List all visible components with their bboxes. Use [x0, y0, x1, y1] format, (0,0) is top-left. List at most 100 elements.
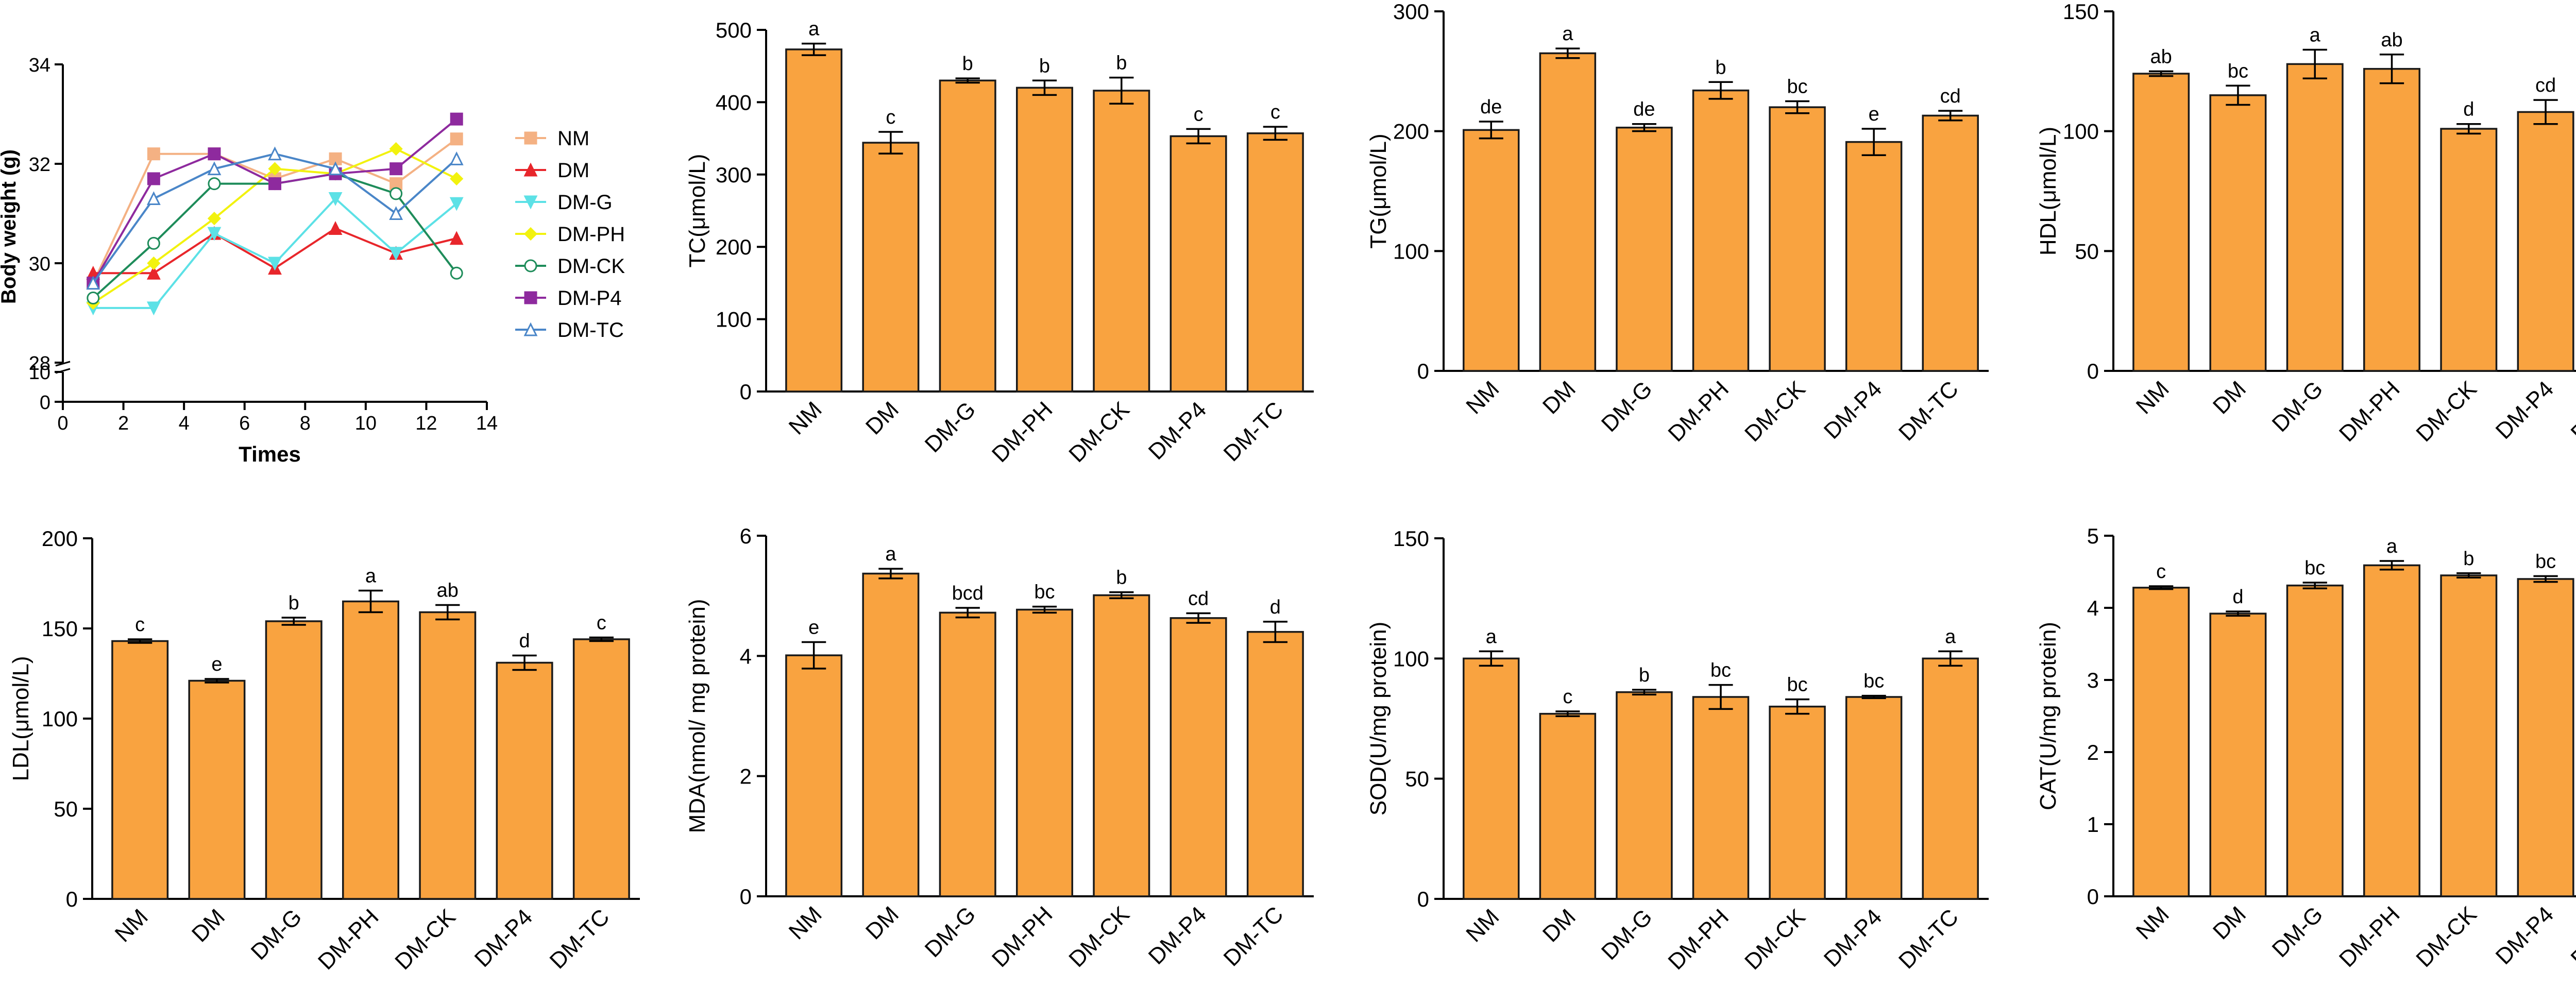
data-point	[449, 197, 464, 211]
legend-entry: DM-TC	[515, 319, 624, 342]
y-tick-label: 200	[716, 235, 752, 259]
y-tick-label: 300	[716, 163, 752, 187]
bar	[2440, 574, 2498, 897]
bar	[785, 654, 843, 897]
x-tick-label: DM	[1538, 904, 1581, 947]
y-tick-label: 50	[2075, 239, 2099, 263]
significance-label: de	[1480, 96, 1502, 118]
data-point	[523, 195, 538, 210]
chart-bodyweight: 28 30 32 34 0 10 0 2 4 6 8 10 12 14 Times Body weight (…	[0, 55, 625, 466]
x-tick-label: DM-TC	[1894, 904, 1963, 974]
y-tick-label: 150	[2063, 0, 2099, 24]
y-tick-label: 100	[42, 707, 78, 731]
data-point	[146, 191, 161, 206]
legend-entry: DM-PH	[515, 223, 625, 246]
data-point	[523, 227, 538, 241]
legend-entry: DM-CK	[515, 255, 625, 278]
series-dm-ph	[86, 142, 464, 310]
bar	[2209, 612, 2267, 897]
significance-label: b	[1715, 57, 1726, 78]
y-axis-title: SOD(U/mg protein)	[1366, 622, 1391, 816]
significance-label: c	[886, 107, 895, 128]
bar	[1616, 691, 1673, 900]
y-tick-label: 100	[716, 308, 752, 332]
significance-label: a	[2310, 24, 2321, 46]
bar	[2209, 94, 2267, 372]
x-tick-label: DM-TC	[2566, 901, 2576, 971]
bar	[1692, 696, 1750, 900]
legend-label: DM-P4	[557, 287, 621, 310]
x-tick-label: DM-G	[1597, 904, 1657, 965]
significance-label: bc	[1710, 660, 1731, 682]
bar	[939, 611, 996, 897]
bar	[1769, 106, 1826, 372]
x-tick-label: DM-PH	[1663, 376, 1734, 447]
bar	[1246, 631, 1304, 897]
significance-label: d	[2232, 586, 2243, 608]
y-tick-label: 0	[2087, 359, 2099, 383]
significance-label: c	[1563, 686, 1572, 708]
significance-label: c	[1194, 104, 1204, 125]
legend-entry: DM-P4	[515, 287, 621, 310]
x-tick-label: DM-TC	[2566, 376, 2576, 446]
bar	[2517, 111, 2574, 372]
data-point	[524, 259, 537, 272]
legend-entry: DM-G	[515, 191, 613, 214]
data-point	[450, 172, 464, 186]
bar	[2363, 564, 2420, 897]
y-tick-label: 3	[2087, 668, 2099, 692]
y-tick-label: 200	[1393, 120, 1429, 144]
x-tick-label: DM	[861, 901, 904, 944]
x-tick-label: NM	[784, 901, 827, 944]
significance-label: d	[519, 631, 530, 652]
bar	[419, 611, 477, 900]
bar	[2286, 584, 2344, 897]
significance-label: b	[289, 592, 299, 614]
data-point	[524, 131, 537, 145]
x-tick-label: 10	[355, 413, 377, 434]
significance-label: b	[962, 53, 973, 75]
y-axis-title: LDL(μmol/L)	[8, 656, 33, 781]
bar	[1463, 129, 1520, 372]
bar	[1845, 141, 1903, 372]
significance-label: bc	[1787, 76, 1808, 98]
significance-label: cd	[1188, 588, 1209, 610]
x-tick-label: NM	[1461, 904, 1504, 947]
data-point	[450, 112, 463, 126]
series-dm-tc	[86, 146, 464, 290]
bar	[1170, 617, 1227, 897]
y-tick-label: 0	[2087, 884, 2099, 909]
y-axis-title: Body weight (g)	[0, 149, 20, 304]
x-tick-label: DM-TC	[1894, 376, 1963, 446]
significance-label: bc	[1863, 671, 1884, 692]
y-tick-label: 100	[1393, 239, 1429, 263]
bar	[111, 640, 169, 900]
y-axis-title: TG(μmol/L)	[1366, 133, 1391, 248]
significance-label: bcd	[952, 583, 984, 604]
significance-label: bc	[2228, 60, 2248, 82]
legend-entry: DM	[515, 159, 589, 182]
bar	[1922, 657, 1979, 900]
bar	[1170, 135, 1227, 393]
bar	[2132, 73, 2190, 372]
significance-label: b	[1039, 55, 1050, 77]
y-tick-label: 10	[29, 362, 50, 384]
legend-label: DM	[557, 159, 589, 182]
y-tick-label: 0	[740, 380, 752, 404]
chart-tg: 0 100 200 300 TG(μmol/L) de NM a DM de DM-G b DM-PH b…	[1366, 0, 1989, 447]
bar	[2517, 578, 2574, 897]
legend-label: DM-TC	[557, 319, 624, 342]
legend-entry: NM	[515, 127, 589, 150]
x-tick-label: DM-PH	[2334, 901, 2405, 972]
significance-label: d	[2463, 99, 2474, 121]
x-tick-label: DM-G	[2267, 376, 2328, 437]
significance-label: ab	[437, 580, 459, 602]
y-tick-label: 50	[54, 797, 78, 821]
significance-label: bc	[2304, 557, 2325, 579]
significance-label: bc	[2535, 551, 2556, 572]
chart-ldl: 0 50 100 150 200 LDL(μmol/L) c NM e DM b DM-G a DM-PH…	[8, 526, 640, 975]
x-axis-title: Times	[239, 442, 301, 466]
data-point	[147, 147, 160, 161]
